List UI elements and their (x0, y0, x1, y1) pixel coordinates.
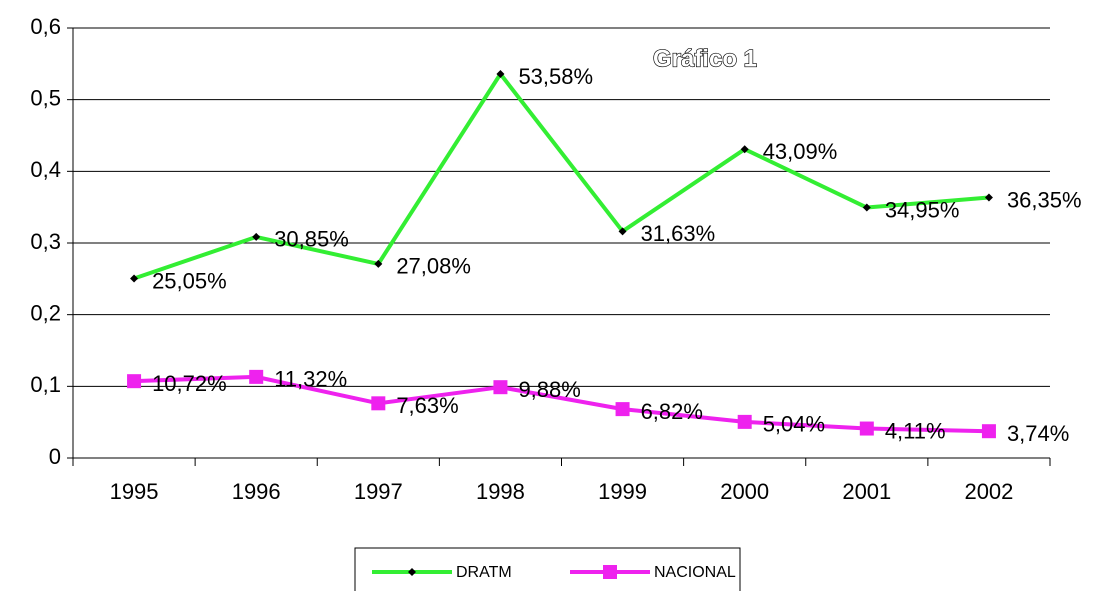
data-label: 5,04% (763, 412, 825, 437)
marker (252, 232, 261, 241)
data-label: 9,88% (518, 377, 580, 402)
marker (371, 396, 386, 411)
data-label: 30,85% (274, 227, 349, 252)
data-label: 34,95% (885, 197, 960, 222)
y-tick-label: 0,1 (30, 372, 61, 397)
data-label: 7,63% (396, 393, 458, 418)
data-label: 10,72% (152, 371, 227, 396)
marker (618, 227, 627, 236)
marker (862, 203, 871, 212)
data-label: 4,11% (885, 418, 946, 443)
marker (859, 421, 874, 436)
data-label: 6,82% (641, 399, 703, 424)
y-tick-label: 0,3 (30, 229, 61, 254)
data-label: 25,05% (152, 268, 227, 293)
data-label: 53,58% (518, 64, 593, 89)
chart-title: Gráfico 1 (653, 45, 757, 72)
marker (603, 565, 617, 579)
x-tick-label: 1997 (354, 479, 403, 504)
data-label: 31,63% (641, 221, 716, 246)
y-tick-label: 0,4 (30, 157, 61, 182)
marker (615, 402, 630, 417)
x-tick-label: 1995 (110, 479, 159, 504)
y-tick-label: 0 (49, 444, 61, 469)
marker (984, 193, 993, 202)
data-label: 27,08% (396, 254, 471, 279)
marker (130, 274, 139, 283)
data-label: 11,32% (274, 367, 347, 392)
marker (408, 568, 416, 576)
marker (981, 424, 996, 439)
marker (740, 145, 749, 154)
x-tick-label: 2002 (964, 479, 1013, 504)
y-tick-label: 0,2 (30, 300, 61, 325)
series-line (133, 72, 990, 281)
y-tick-label: 0,6 (30, 14, 61, 39)
x-tick-label: 1998 (476, 479, 525, 504)
legend-box (354, 547, 741, 591)
marker (249, 369, 264, 384)
data-label: 3,74% (1007, 421, 1069, 446)
legend-label: NACIONAL (654, 564, 736, 581)
marker (737, 414, 752, 429)
legend: DRATM NACIONAL (354, 547, 741, 591)
x-tick-label: 2000 (720, 479, 769, 504)
x-tick-label: 1999 (598, 479, 647, 504)
marker (496, 70, 505, 79)
marker (127, 374, 142, 389)
legend-label: DRATM (456, 564, 512, 581)
y-tick-label: 0,5 (30, 85, 61, 110)
data-label: 36,35% (1007, 187, 1082, 212)
x-tick-label: 1996 (232, 479, 281, 504)
marker (493, 380, 508, 395)
series-line (133, 374, 989, 434)
x-tick-label: 2001 (842, 479, 891, 504)
marker (374, 259, 383, 268)
data-label: 43,09% (763, 139, 838, 164)
